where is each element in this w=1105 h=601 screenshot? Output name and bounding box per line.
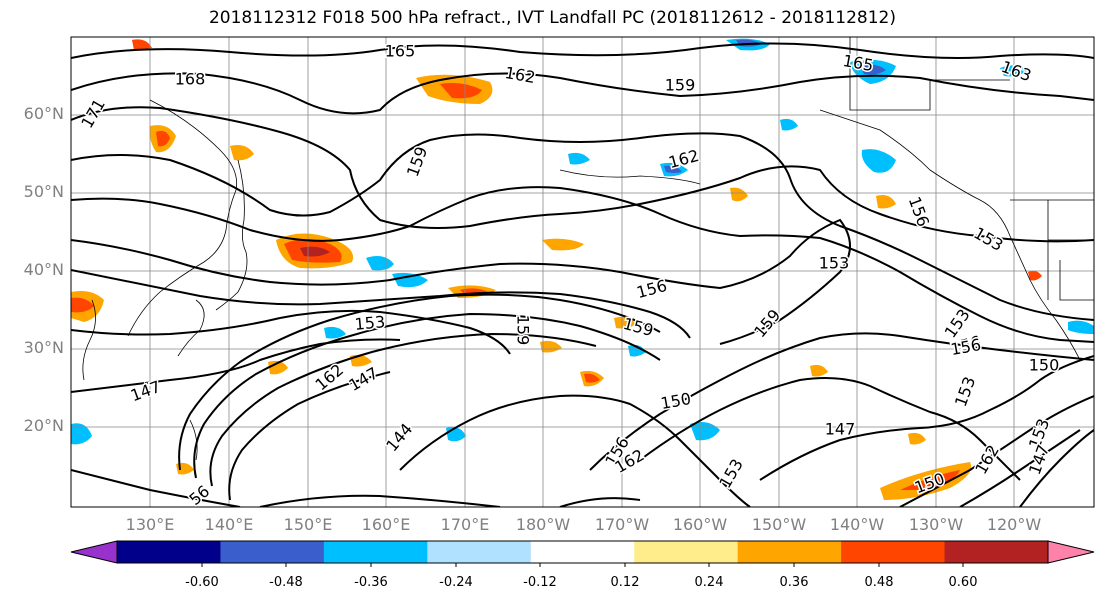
contour-label: 159 [514, 315, 533, 346]
colorbar-swatch [737, 541, 842, 563]
colorbar-swatch [323, 541, 428, 563]
colorbar-extend-left [70, 540, 118, 564]
contour-label: 150 [1029, 356, 1060, 375]
lon-label-180w: 180°W [515, 515, 571, 534]
lat-label-60n: 60°N [23, 104, 64, 123]
colorbar-swatch [117, 541, 221, 563]
lat-label-50n: 50°N [23, 182, 64, 201]
map-title: 2018112312 F018 500 hPa refract., IVT La… [208, 8, 896, 28]
colorbar-swatch [220, 541, 325, 563]
contour-label: 144 [382, 420, 416, 456]
contour-label: 159 [403, 144, 431, 179]
colorbar-tick-label: 0.60 [948, 575, 978, 590]
contour-label: 150 [659, 389, 692, 413]
contour-label: 153 [819, 254, 850, 273]
lon-label-120w: 120°W [986, 515, 1042, 534]
colorbar-tick-label: -0.24 [439, 575, 473, 590]
contour-label: 168 [175, 70, 206, 89]
colorbar-swatch [427, 541, 532, 563]
colorbar-tick-label: 0.24 [694, 575, 724, 590]
contour-label: 156 [949, 335, 982, 359]
contour-label: 159 [621, 314, 655, 340]
colorbar-tick-label: -0.60 [185, 575, 219, 590]
lon-label-150e: 150°E [283, 515, 333, 534]
contour-label: 156 [635, 276, 669, 302]
contour-label: 147 [346, 363, 382, 395]
contour-label: 153 [971, 223, 1007, 255]
contour-label: 159 [665, 76, 696, 95]
colorbar-swatch [841, 541, 946, 563]
colorbar-tick-label: -0.48 [269, 575, 303, 590]
contour-label: 150 [912, 469, 947, 497]
contour-label: 162 [312, 360, 348, 394]
contour-label: 153 [354, 312, 386, 334]
lat-label-30n: 30°N [23, 338, 64, 357]
lon-label-130w: 130°W [908, 515, 964, 534]
lon-label-170e: 170°E [440, 515, 490, 534]
lat-label-40n: 40°N [23, 260, 64, 279]
contour-label: 147 [128, 377, 163, 405]
colorbar-swatch [530, 541, 635, 563]
contour-label: 165 [385, 42, 416, 61]
contour-label: 165 [841, 51, 874, 75]
contour-label: 153 [715, 456, 747, 492]
lon-label-130e: 130°E [125, 515, 175, 534]
lon-label-140e: 140°E [204, 515, 254, 534]
lon-label-160w: 160°W [672, 515, 728, 534]
contour-label: 171 [77, 96, 109, 132]
colorbar-tick-label: 0.12 [610, 575, 640, 590]
contour-label: 56 [185, 481, 213, 509]
contour-label: 162 [667, 146, 701, 172]
colorbar-tick-label: 0.36 [779, 575, 809, 590]
shaded-anomalies [71, 38, 1094, 500]
colorbar-swatch [634, 541, 739, 563]
lon-label-160e: 160°E [361, 515, 411, 534]
contour-label: 147 [825, 420, 856, 439]
contour-label: 162 [503, 63, 536, 87]
height-contours [71, 42, 1094, 507]
colorbar-swatch [944, 541, 1049, 563]
colorbar-tick-label: 0.48 [864, 575, 894, 590]
colorbar-tick-label: -0.36 [354, 575, 388, 590]
contour-label: 163 [999, 57, 1034, 85]
graticule [71, 37, 1094, 507]
lat-label-20n: 20°N [23, 416, 64, 435]
lon-label-150w: 150°W [751, 515, 807, 534]
lon-label-170w: 170°W [594, 515, 650, 534]
lon-label-140w: 140°W [829, 515, 885, 534]
colorbar-tick-label: -0.12 [523, 575, 557, 590]
colorbar [70, 540, 1095, 567]
colorbar-extend-right [1047, 540, 1095, 564]
contour-label: 153 [951, 374, 979, 409]
